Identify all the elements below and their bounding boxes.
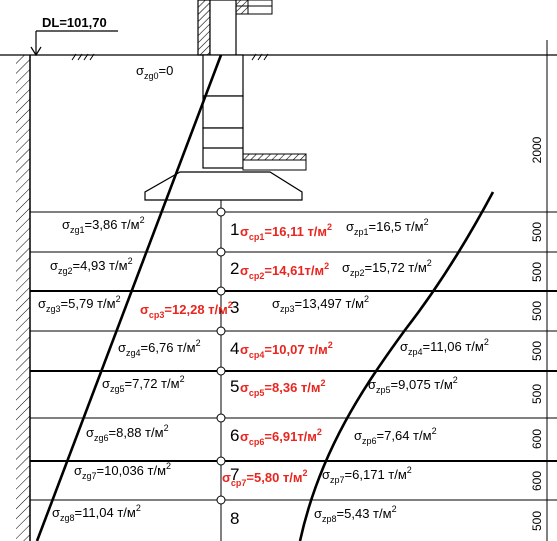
point-number: 8 bbox=[230, 509, 239, 528]
zg-label: σzg4=6,76 т/м2 bbox=[118, 338, 201, 358]
point-number: 1 bbox=[230, 220, 239, 239]
point-number: 4 bbox=[230, 339, 239, 358]
dim-label: 2000 bbox=[530, 136, 544, 163]
cp-label: σcp5=8,36 т/м2 bbox=[240, 378, 326, 398]
cp-label: σcp4=10,07 т/м2 bbox=[240, 340, 333, 360]
point-number: 6 bbox=[230, 426, 239, 445]
point-numbers: 1 2 3 4 5 6 7 8 bbox=[230, 220, 239, 528]
dim-label: 500 bbox=[530, 511, 544, 531]
dim-label: 500 bbox=[530, 384, 544, 404]
footing-pad bbox=[144, 171, 303, 201]
dim-label: 600 bbox=[530, 429, 544, 449]
zp-label: σzp7=6,171 т/м2 bbox=[322, 465, 412, 485]
axis-nodes bbox=[216, 207, 226, 505]
zp-label: σzp4=11,06 т/м2 bbox=[400, 337, 489, 357]
cp-label: σcp7=5,80 т/м2 bbox=[222, 468, 308, 488]
zp-label: σzp5=9,075 т/м2 bbox=[368, 375, 458, 395]
datum-marker: DL=101,70 bbox=[30, 15, 118, 57]
zp-stress-curve bbox=[298, 191, 495, 541]
dimension-line bbox=[541, 40, 553, 541]
zg-label: σzg7=10,036 т/м2 bbox=[74, 461, 171, 481]
ground-hatch-marks bbox=[71, 53, 269, 61]
datum-label: DL=101,70 bbox=[42, 15, 107, 30]
cp-label: σcp2=14,61т/м2 bbox=[240, 261, 329, 281]
zg-label: σzg8=11,04 т/м2 bbox=[52, 503, 141, 523]
dim-label: 500 bbox=[530, 301, 544, 321]
sigma-zg0-label: σzg0=0 bbox=[136, 63, 173, 81]
cp-label: σcp6=6,91т/м2 bbox=[240, 427, 322, 447]
point-number: 2 bbox=[230, 259, 239, 278]
zp-labels: σzp1=16,5 т/м2 σzp2=15,72 т/м2 σzp3=13,4… bbox=[272, 217, 489, 524]
point-number: 3 bbox=[230, 298, 239, 317]
zg-label: σzg6=8,88 т/м2 bbox=[86, 423, 169, 443]
cp-labels: σcp1=16,11 т/м2 σcp2=14,61т/м2 σcp3=12,2… bbox=[140, 222, 333, 488]
building-wall bbox=[197, 0, 273, 56]
cp-label: σcp1=16,11 т/м2 bbox=[240, 222, 332, 242]
soil-wall-hatch bbox=[16, 55, 30, 541]
layer-lines bbox=[30, 211, 557, 501]
dim-label: 500 bbox=[530, 222, 544, 242]
dim-label: 500 bbox=[530, 341, 544, 361]
zg-label: σzg3=5,79 т/м2 bbox=[38, 294, 121, 314]
dimension-labels: 2000 500 500 500 500 500 600 600 500 bbox=[530, 136, 544, 531]
dim-label: 500 bbox=[530, 262, 544, 282]
zg-stress-line bbox=[35, 54, 223, 541]
zg-label: σzg5=7,72 т/м2 bbox=[102, 374, 185, 394]
zg-labels: σzg1=3,86 т/м2 σzg2=4,93 т/м2 σzg3=5,79 … bbox=[38, 215, 201, 523]
zp-label: σzp2=15,72 т/м2 bbox=[342, 258, 432, 278]
point-number: 7 bbox=[230, 465, 239, 484]
foundation-blocks bbox=[202, 54, 244, 169]
zp-label: σzp3=13,497 т/м2 bbox=[272, 294, 369, 314]
point-number: 5 bbox=[230, 377, 239, 396]
zp-label: σzp8=5,43 т/м2 bbox=[314, 504, 397, 524]
zg-label: σzg1=3,86 т/м2 bbox=[62, 215, 145, 235]
cp-label: σcp3=12,28 т/м2 bbox=[140, 300, 233, 320]
zp-label: σzp1=16,5 т/м2 bbox=[346, 217, 429, 237]
zp-label: σzp6=7,64 т/м2 bbox=[354, 426, 437, 446]
floor-slab bbox=[242, 153, 307, 171]
zg-label: σzg2=4,93 т/м2 bbox=[50, 256, 133, 276]
dim-label: 600 bbox=[530, 471, 544, 491]
